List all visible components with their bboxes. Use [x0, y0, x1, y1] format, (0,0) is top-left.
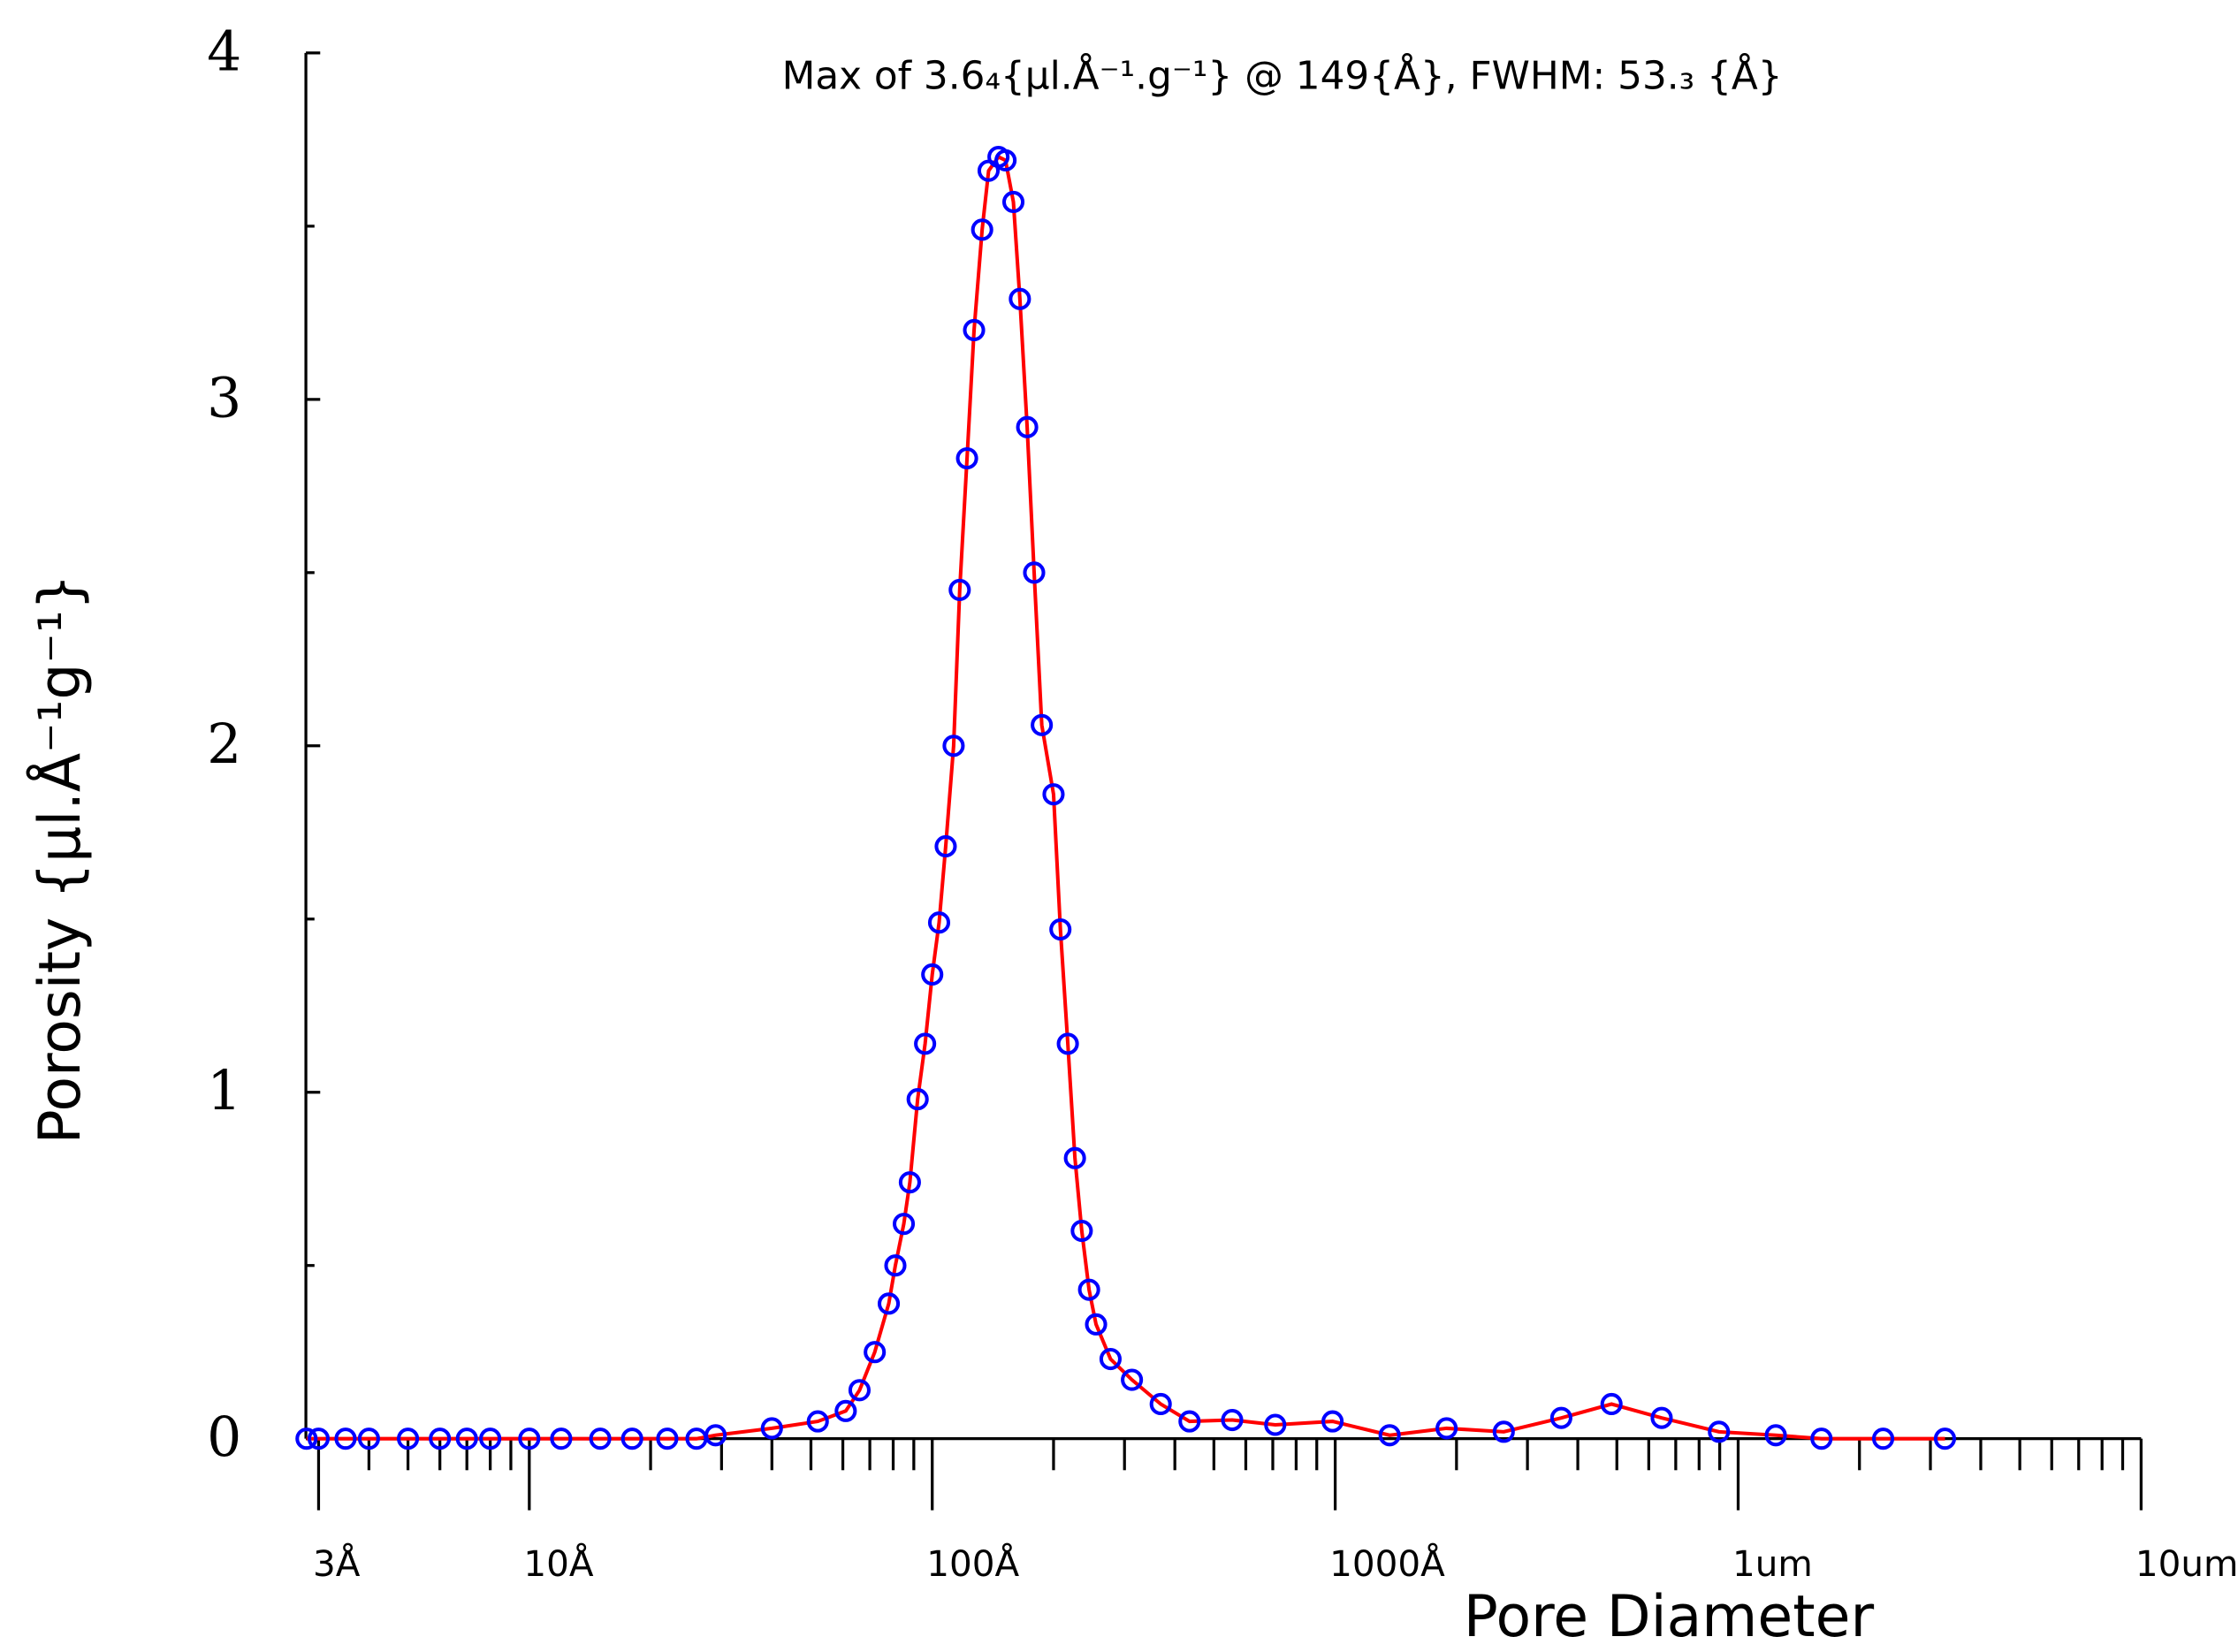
- x-tick-label: 100Å: [926, 1542, 1019, 1585]
- data-point: [1810, 1427, 1833, 1450]
- data-point: [656, 1427, 679, 1450]
- y-tick-label: 2: [207, 712, 241, 776]
- data-point: [971, 218, 993, 241]
- data-point: [1070, 1219, 1093, 1243]
- data-point: [877, 1292, 901, 1315]
- x-tick-label: 10um: [2135, 1542, 2238, 1585]
- y-tick-label: 0: [207, 1405, 241, 1469]
- data-point: [1085, 1313, 1108, 1336]
- data-point: [1099, 1347, 1122, 1371]
- data-point: [1600, 1392, 1623, 1416]
- data-point: [1016, 415, 1039, 438]
- data-point: [934, 834, 957, 858]
- data-point: [1378, 1424, 1401, 1447]
- data-point: [1764, 1424, 1787, 1447]
- data-point: [1549, 1406, 1572, 1429]
- data-point: [1708, 1420, 1731, 1443]
- series-line: [306, 154, 1945, 1441]
- data-point: [1009, 287, 1031, 310]
- x-tick-label: 3Å: [313, 1542, 361, 1585]
- chart-title: Max of 3.6₄{µl.Å⁻¹.g⁻¹} @ 149{Å}, FWHM: …: [782, 51, 1783, 98]
- data-point: [1042, 783, 1065, 806]
- data-point: [397, 1427, 420, 1450]
- y-tick-label: 3: [207, 366, 241, 430]
- data-point: [1023, 561, 1046, 584]
- data-point: [1435, 1417, 1458, 1440]
- data-point: [1492, 1420, 1515, 1443]
- data-point: [295, 1427, 318, 1450]
- data-point: [994, 148, 1017, 171]
- data-point: [806, 1410, 829, 1433]
- data-point: [884, 1254, 907, 1277]
- data-point: [834, 1399, 857, 1422]
- data-point: [1221, 1408, 1244, 1432]
- data-point: [1056, 1032, 1079, 1055]
- x-tick-label: 10Å: [523, 1542, 593, 1585]
- data-point: [921, 963, 944, 986]
- x-tick-label: 1000Å: [1329, 1542, 1445, 1585]
- data-point: [1149, 1392, 1172, 1416]
- data-point: [518, 1427, 541, 1450]
- data-point: [1077, 1278, 1100, 1301]
- data-point: [948, 578, 971, 601]
- data-point: [1933, 1427, 1957, 1450]
- data-point: [1650, 1406, 1673, 1429]
- x-tick-label: 1um: [1732, 1542, 1813, 1585]
- data-point: [1178, 1410, 1201, 1433]
- data-point: [1001, 190, 1025, 214]
- data-point: [455, 1427, 478, 1450]
- data-point: [307, 1427, 330, 1450]
- data-point: [1871, 1427, 1895, 1450]
- data-point: [955, 446, 978, 470]
- data-point: [760, 1417, 783, 1440]
- data-point: [963, 318, 986, 342]
- data-point: [1121, 1368, 1144, 1391]
- data-point: [914, 1032, 937, 1055]
- data-point: [429, 1427, 452, 1450]
- data-point: [1063, 1146, 1086, 1169]
- x-axis-label: Pore Diameter: [1464, 1584, 1875, 1650]
- data-point: [864, 1341, 887, 1364]
- data-point: [589, 1427, 612, 1450]
- y-axis-label: Porosity {µl.Å⁻¹g⁻¹}: [27, 574, 94, 1144]
- data-point: [334, 1427, 357, 1450]
- data-point: [550, 1427, 573, 1450]
- y-tick-label: 1: [207, 1059, 241, 1123]
- data-point: [942, 735, 965, 757]
- data-point: [848, 1379, 871, 1402]
- data-point: [479, 1427, 502, 1450]
- data-point: [906, 1088, 929, 1111]
- data-point: [898, 1171, 921, 1194]
- data-point: [1321, 1410, 1344, 1433]
- data-point: [1264, 1413, 1287, 1436]
- data-point: [704, 1424, 727, 1447]
- data-point: [927, 911, 951, 934]
- data-point: [357, 1427, 380, 1450]
- data-point: [1031, 713, 1054, 736]
- y-tick-label: 4: [207, 19, 241, 83]
- data-point: [1049, 917, 1072, 941]
- data-point: [620, 1427, 643, 1450]
- data-point: [892, 1213, 916, 1236]
